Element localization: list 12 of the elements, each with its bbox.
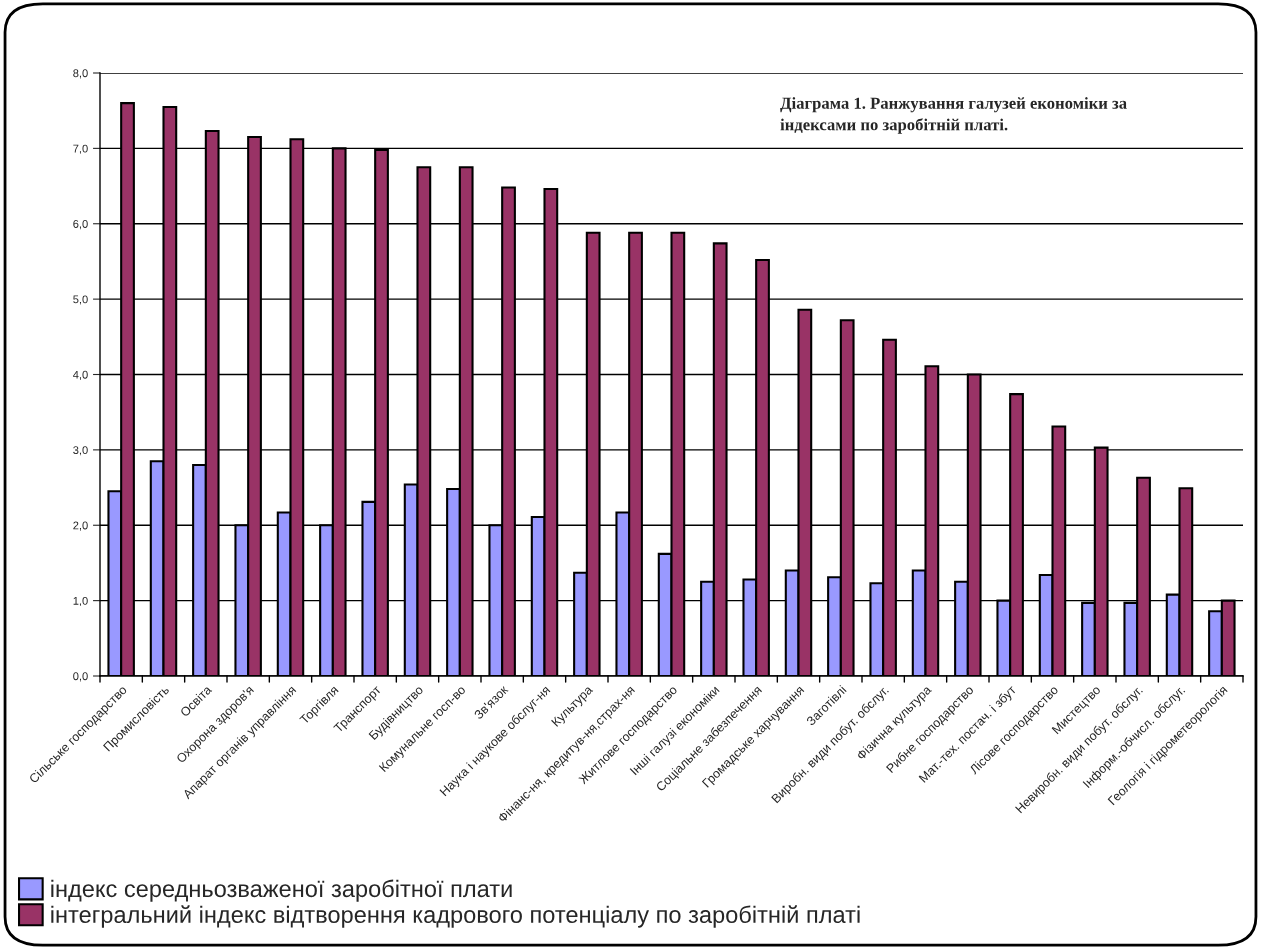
- legend-label: інтегральний індекс відтворення кадрового потенціалу по заробітній платі: [51, 905, 860, 928]
- y-tick-label: 7,0: [73, 144, 88, 154]
- y-tick-label: 5,0: [73, 295, 88, 305]
- y-tick-label: 2,0: [73, 521, 88, 531]
- y-tick-label: 3,0: [73, 446, 88, 456]
- text: Діаграма 1. Ранжування галузей економіки за індексами по заробітній платі.: [780, 97, 1127, 134]
- legend-label: індекс середньозваженої заробітної плати: [51, 879, 512, 902]
- y-tick-label: 1,0: [73, 596, 88, 607]
- y-tick-label: 4,0: [73, 370, 88, 380]
- y-tick-label: 0,0: [73, 672, 88, 682]
- y-tick-label: 8,0: [73, 69, 88, 79]
- y-tick-label: 6,0: [73, 220, 88, 230]
